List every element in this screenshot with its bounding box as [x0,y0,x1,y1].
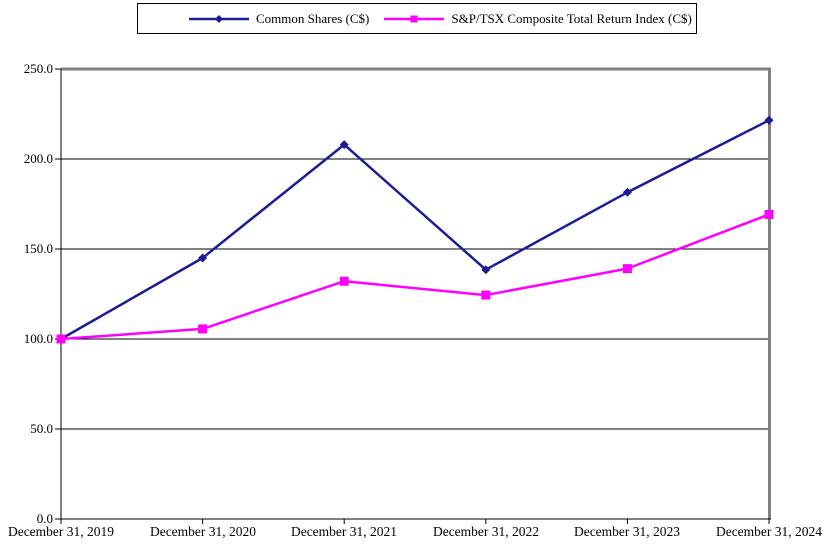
legend-label-common-shares: Common Shares (C$) [256,10,370,26]
x-axis-label: December 31, 2024 [715,524,823,539]
x-axis-label: December 31, 2023 [573,524,681,539]
y-axis-label: 0.0 [36,511,53,526]
y-axis-label: 50.0 [30,421,53,436]
y-axis-label: 250.0 [23,61,53,76]
chart-legend: Common Shares (C$) S&P/TSX Composite Tot… [137,3,697,34]
legend-label-sptsx-index: S&P/TSX Composite Total Return Index (C$… [451,10,692,26]
x-axis-label: December 31, 2019 [7,524,115,539]
legend-item-sptsx-index: S&P/TSX Composite Total Return Index (C$… [383,10,692,27]
y-axis-label: 200.0 [23,151,53,166]
legend-line-diamond-icon [189,14,249,23]
legend-line-square-icon [384,15,445,22]
x-axis-label: December 31, 2021 [290,524,398,539]
y-axis-label: 100.0 [23,331,53,346]
x-axis-label: December 31, 2020 [149,524,257,539]
legend-item-common-shares: Common Shares (C$) [188,11,369,27]
x-axis-label: December 31, 2022 [432,524,540,539]
y-axis-label: 150.0 [23,241,53,256]
